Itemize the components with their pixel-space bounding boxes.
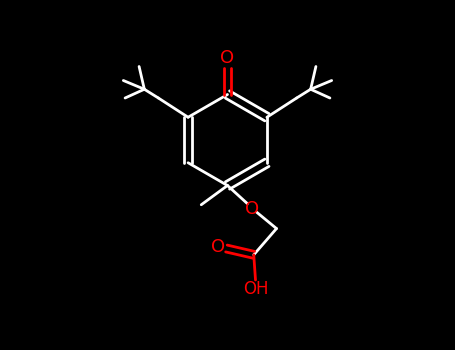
Text: O: O xyxy=(220,49,235,68)
Text: OH: OH xyxy=(243,280,269,298)
Text: O: O xyxy=(245,199,259,218)
Text: O: O xyxy=(211,238,225,256)
